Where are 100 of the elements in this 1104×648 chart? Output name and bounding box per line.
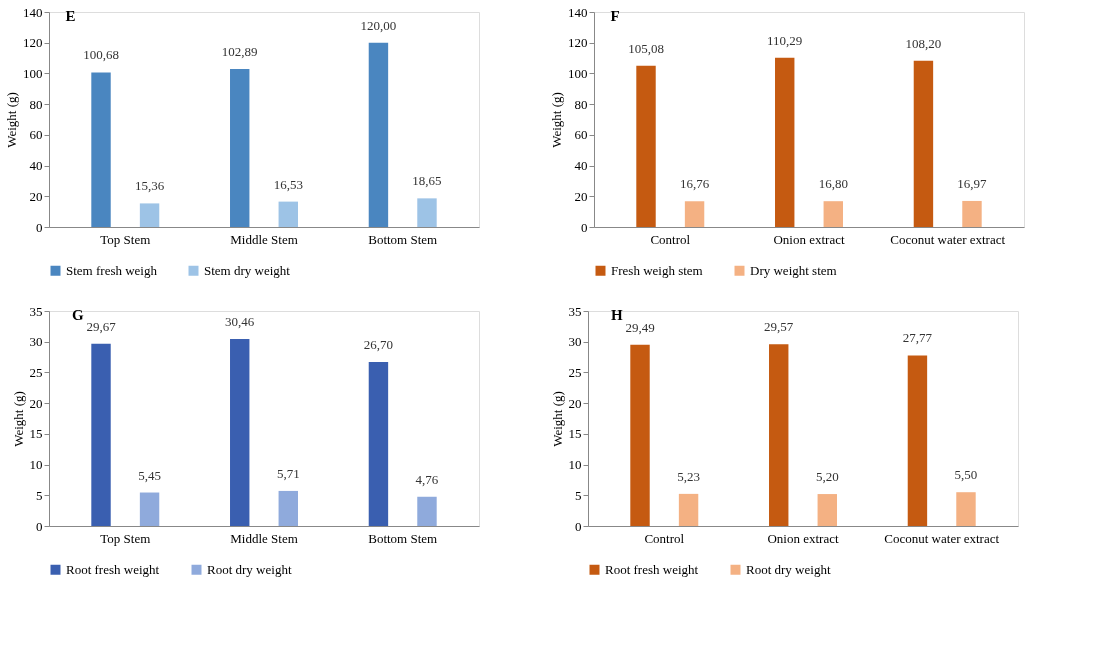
bar xyxy=(636,65,656,227)
y-tick-label: 80 xyxy=(574,96,588,112)
bar xyxy=(278,490,298,526)
data-label: 18,65 xyxy=(412,173,442,189)
y-tick-label: 120 xyxy=(23,35,43,51)
x-tick-label: Bottom Stem xyxy=(368,231,438,247)
y-tick-label: 140 xyxy=(568,4,588,20)
y-tick-label: 15 xyxy=(29,426,43,442)
y-tick-label: 25 xyxy=(29,364,43,380)
legend-label: Fresh weigh stem xyxy=(611,262,703,278)
data-label: 5,20 xyxy=(815,469,839,485)
y-tick-label: 35 xyxy=(568,303,582,319)
y-tick-label: 0 xyxy=(575,518,582,534)
x-tick-label: Middle Stem xyxy=(230,530,298,546)
x-tick-label: Coconut water extract xyxy=(884,530,1000,546)
data-label: 100,68 xyxy=(83,47,119,63)
y-tick-label: 60 xyxy=(574,127,588,143)
y-tick-label: 20 xyxy=(568,395,582,411)
chart-title: F xyxy=(610,8,620,24)
legend-label: Stem fresh weigh xyxy=(66,262,158,278)
data-label: 30,46 xyxy=(225,313,255,329)
y-tick-label: 0 xyxy=(36,518,43,534)
data-label: 102,89 xyxy=(221,43,258,59)
y-tick-label: 30 xyxy=(568,334,582,350)
bar xyxy=(684,201,705,227)
y-axis-title: Weight (g) xyxy=(10,391,26,447)
data-label: 110,29 xyxy=(767,32,803,48)
y-tick-label: 60 xyxy=(29,127,43,143)
bar xyxy=(913,60,934,227)
data-label: 105,08 xyxy=(628,40,664,56)
bar xyxy=(678,493,699,526)
y-tick-label: 10 xyxy=(568,457,582,473)
y-tick-label: 5 xyxy=(36,487,43,503)
x-tick-label: Coconut water extract xyxy=(890,231,1006,247)
bar xyxy=(962,200,982,227)
y-tick-label: 40 xyxy=(574,158,588,174)
y-tick-label: 140 xyxy=(23,4,43,20)
bar xyxy=(417,496,437,526)
y-tick-label: 80 xyxy=(29,96,43,112)
x-tick-label: Top Stem xyxy=(100,231,151,247)
y-tick-label: 35 xyxy=(29,303,43,319)
bar xyxy=(278,201,298,227)
data-label: 5,23 xyxy=(677,468,700,484)
data-label: 120,00 xyxy=(360,17,397,33)
bar xyxy=(775,57,795,227)
bar xyxy=(139,203,160,227)
bar xyxy=(230,68,250,227)
data-label: 5,71 xyxy=(276,465,300,481)
bar xyxy=(956,492,976,526)
y-tick-label: 20 xyxy=(574,188,588,204)
x-tick-label: Onion extract xyxy=(773,231,845,247)
bar xyxy=(368,42,389,227)
legend-label: Stem dry weight xyxy=(204,262,291,278)
data-label: 16,97 xyxy=(957,175,988,191)
bar xyxy=(630,344,650,526)
data-label: 29,57 xyxy=(764,319,794,335)
bar xyxy=(139,492,160,526)
y-tick-label: 40 xyxy=(29,158,43,174)
data-label: 16,80 xyxy=(818,176,848,192)
x-tick-label: Top Stem xyxy=(100,530,151,546)
data-label: 26,70 xyxy=(363,336,394,352)
bar xyxy=(91,72,111,227)
y-tick-label: 20 xyxy=(29,188,43,204)
data-label: 29,67 xyxy=(86,318,117,334)
chart-title: H xyxy=(611,307,623,323)
y-tick-label: 120 xyxy=(568,35,588,51)
chart-title: E xyxy=(65,8,76,24)
legend-label: Root dry weight xyxy=(746,561,831,577)
y-tick-label: 5 xyxy=(575,487,582,503)
x-tick-label: Onion extract xyxy=(767,530,839,546)
y-axis-title: Weight (g) xyxy=(4,92,19,148)
data-label: 4,76 xyxy=(415,471,439,487)
bar xyxy=(368,361,389,526)
bar xyxy=(907,355,928,526)
data-label: 16,76 xyxy=(679,176,710,192)
bar xyxy=(230,338,250,526)
y-tick-label: 100 xyxy=(568,65,588,81)
bar xyxy=(769,344,789,526)
x-tick-label: Bottom Stem xyxy=(368,530,438,546)
x-tick-label: Control xyxy=(650,231,691,247)
y-tick-label: 10 xyxy=(29,457,43,473)
legend-label: Dry weight stem xyxy=(750,262,837,278)
bar xyxy=(817,494,837,526)
legend-label: Root dry weight xyxy=(207,561,292,577)
data-label: 27,77 xyxy=(902,330,933,346)
y-tick-label: 0 xyxy=(581,219,588,235)
data-label: 15,36 xyxy=(134,178,165,194)
y-tick-label: 100 xyxy=(23,65,43,81)
data-label: 16,53 xyxy=(273,176,303,192)
legend-label: Root fresh weight xyxy=(66,561,160,577)
x-tick-label: Middle Stem xyxy=(230,231,298,247)
bar xyxy=(823,201,843,227)
y-tick-label: 20 xyxy=(29,395,43,411)
y-tick-label: 25 xyxy=(568,364,582,380)
y-tick-label: 0 xyxy=(36,219,43,235)
y-axis-title: Weight (g) xyxy=(549,92,564,148)
data-label: 5,45 xyxy=(138,467,161,483)
x-tick-label: Control xyxy=(644,530,685,546)
y-tick-label: 15 xyxy=(568,426,582,442)
data-label: 5,50 xyxy=(954,467,978,483)
